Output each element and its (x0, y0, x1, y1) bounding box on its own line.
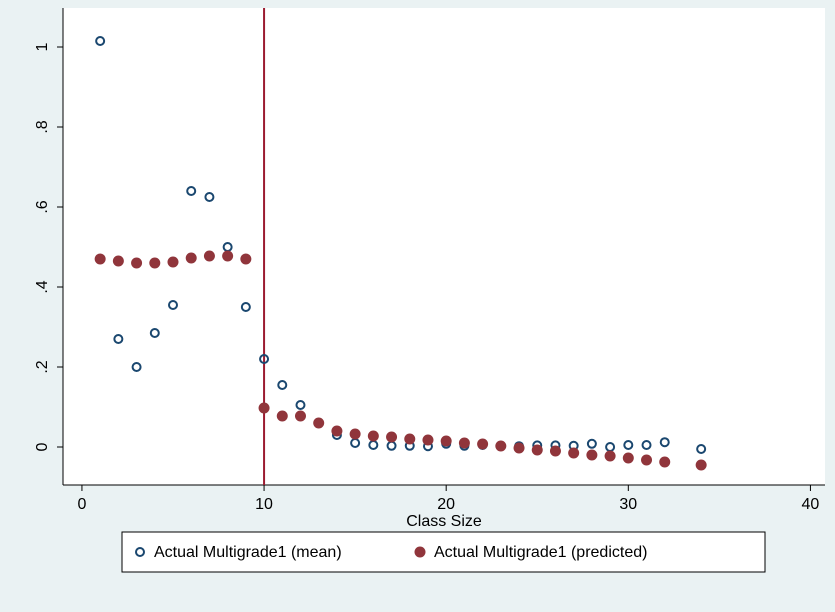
point (113, 334, 124, 344)
point (495, 440, 507, 452)
point (477, 438, 489, 450)
point (349, 428, 361, 440)
legend-label: Actual Multigrade1 (mean) (154, 544, 342, 561)
x-tick-label: 30 (619, 496, 637, 513)
point (131, 362, 142, 372)
point (641, 440, 652, 450)
point (277, 380, 288, 390)
point (149, 257, 161, 269)
point (168, 300, 179, 310)
point (622, 452, 634, 464)
point (568, 447, 580, 459)
x-tick-label: 20 (437, 496, 455, 513)
point (112, 255, 124, 267)
point (531, 444, 543, 456)
point (604, 450, 616, 462)
point (186, 186, 197, 196)
point (659, 456, 671, 468)
point (167, 256, 179, 268)
point (549, 445, 561, 457)
point (185, 252, 197, 264)
legend-marker (414, 546, 426, 558)
point (696, 444, 707, 454)
point (149, 328, 160, 338)
x-axis-title: Class Size (406, 513, 482, 530)
point (259, 354, 270, 364)
point (422, 434, 434, 446)
point (386, 431, 398, 443)
point (623, 440, 634, 450)
point (276, 410, 288, 422)
x-tick-label: 40 (802, 496, 820, 513)
legend (121, 531, 766, 573)
point (222, 250, 234, 262)
point (294, 410, 306, 422)
point (659, 437, 670, 448)
point (240, 253, 252, 265)
point (586, 438, 597, 449)
point (586, 449, 598, 461)
point (458, 437, 470, 449)
point (131, 257, 143, 269)
point (331, 425, 343, 437)
x-tick-label: 0 (77, 496, 86, 513)
legend-marker (135, 547, 145, 557)
legend-label: Actual Multigrade1 (predicted) (434, 544, 647, 561)
point (440, 435, 452, 447)
point (204, 192, 215, 202)
point (258, 402, 270, 414)
point (513, 442, 525, 454)
y-tick-label: .2 (34, 360, 51, 373)
y-tick-label: .4 (34, 280, 51, 293)
plot-area (63, 8, 825, 485)
x-tick-label: 10 (255, 496, 273, 513)
y-tick-label: 1 (34, 42, 51, 51)
point (94, 253, 106, 265)
point (313, 417, 325, 429)
point (295, 400, 306, 410)
point (404, 433, 416, 445)
y-tick-label: .8 (34, 120, 51, 133)
y-tick-label: 0 (34, 442, 51, 451)
point (203, 250, 215, 262)
point (240, 302, 251, 312)
point (367, 430, 379, 442)
y-tick-label: .6 (34, 200, 51, 213)
point (695, 459, 707, 471)
point (95, 36, 106, 46)
point (641, 454, 653, 466)
